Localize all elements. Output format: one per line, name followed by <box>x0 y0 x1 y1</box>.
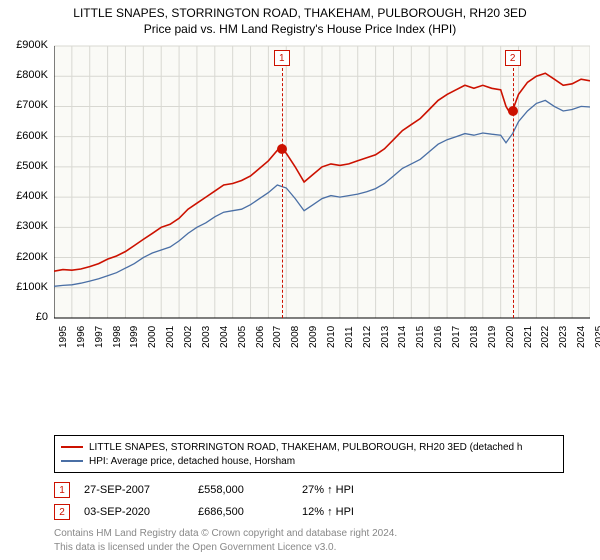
x-tick-label: 1998 <box>112 326 123 348</box>
legend-box: LITTLE SNAPES, STORRINGTON ROAD, THAKEHA… <box>54 435 564 473</box>
legend-label-1: LITTLE SNAPES, STORRINGTON ROAD, THAKEHA… <box>89 442 522 453</box>
footer-line-1: Contains HM Land Registry data © Crown c… <box>54 527 564 541</box>
x-tick-label: 2007 <box>272 326 283 348</box>
chart-area <box>54 42 590 352</box>
x-tick-label: 2008 <box>290 326 301 348</box>
chart-subtitle: Price paid vs. HM Land Registry's House … <box>0 20 600 42</box>
x-tick-label: 2019 <box>487 326 498 348</box>
x-tick-label: 2020 <box>505 326 516 348</box>
y-tick-label: £200K <box>0 251 48 263</box>
x-tick-label: 2005 <box>237 326 248 348</box>
x-tick-label: 1997 <box>94 326 105 348</box>
event-marker-1: 1 <box>54 482 70 498</box>
event-price-1: £558,000 <box>198 484 288 496</box>
y-tick-label: £0 <box>0 311 48 323</box>
x-tick-label: 2010 <box>326 326 337 348</box>
y-tick-label: £400K <box>0 190 48 202</box>
x-tick-label: 2000 <box>147 326 158 348</box>
y-tick-label: £800K <box>0 69 48 81</box>
marker-box: 2 <box>505 50 521 66</box>
chart-svg <box>54 42 590 352</box>
x-tick-label: 2024 <box>576 326 587 348</box>
x-tick-label: 2023 <box>558 326 569 348</box>
x-tick-label: 2004 <box>219 326 230 348</box>
x-tick-label: 1996 <box>76 326 87 348</box>
x-tick-label: 2012 <box>362 326 373 348</box>
event-pct-1: 27% ↑ HPI <box>302 484 402 496</box>
x-tick-label: 2002 <box>183 326 194 348</box>
x-tick-label: 2011 <box>344 326 355 348</box>
x-tick-label: 2001 <box>165 326 176 348</box>
legend-label-2: HPI: Average price, detached house, Hors… <box>89 456 295 467</box>
page-container: LITTLE SNAPES, STORRINGTON ROAD, THAKEHA… <box>0 0 600 560</box>
y-tick-label: £300K <box>0 220 48 232</box>
event-date-2: 03-SEP-2020 <box>84 506 184 518</box>
legend-row-1: LITTLE SNAPES, STORRINGTON ROAD, THAKEHA… <box>61 440 557 454</box>
marker-box: 1 <box>274 50 290 66</box>
y-tick-label: £100K <box>0 281 48 293</box>
x-tick-label: 2016 <box>433 326 444 348</box>
x-tick-label: 2014 <box>397 326 408 348</box>
legend-swatch-2 <box>61 460 83 462</box>
x-tick-label: 2022 <box>540 326 551 348</box>
x-tick-label: 2009 <box>308 326 319 348</box>
footer: Contains HM Land Registry data © Crown c… <box>54 527 564 554</box>
x-tick-label: 2017 <box>451 326 462 348</box>
event-marker-2: 2 <box>54 504 70 520</box>
x-tick-label: 1999 <box>129 326 140 348</box>
x-tick-label: 2006 <box>255 326 266 348</box>
event-row-2: 2 03-SEP-2020 £686,500 12% ↑ HPI <box>54 501 564 523</box>
x-tick-label: 2003 <box>201 326 212 348</box>
x-tick-label: 2015 <box>415 326 426 348</box>
event-pct-2: 12% ↑ HPI <box>302 506 402 518</box>
y-tick-label: £700K <box>0 99 48 111</box>
y-tick-label: £900K <box>0 39 48 51</box>
chart-wrap: £0 £100K £200K £300K £400K £500K £600K £700K £80… <box>0 42 600 429</box>
x-tick-label: 2018 <box>469 326 480 348</box>
y-tick-label: £500K <box>0 160 48 172</box>
chart-title: LITTLE SNAPES, STORRINGTON ROAD, THAKEHA… <box>0 0 600 20</box>
x-tick-label: 1995 <box>58 326 69 348</box>
x-tick-label: 2025 <box>594 326 600 348</box>
marker-dot <box>508 106 518 116</box>
marker-dot <box>277 144 287 154</box>
legend-swatch-1 <box>61 446 83 448</box>
event-price-2: £686,500 <box>198 506 288 518</box>
event-row-1: 1 27-SEP-2007 £558,000 27% ↑ HPI <box>54 479 564 501</box>
legend-row-2: HPI: Average price, detached house, Hors… <box>61 454 557 468</box>
footer-line-2: This data is licensed under the Open Gov… <box>54 541 564 555</box>
events-table: 1 27-SEP-2007 £558,000 27% ↑ HPI 2 03-SE… <box>54 479 564 523</box>
y-tick-label: £600K <box>0 130 48 142</box>
x-tick-label: 2013 <box>380 326 391 348</box>
x-tick-label: 2021 <box>523 326 534 348</box>
event-date-1: 27-SEP-2007 <box>84 484 184 496</box>
marker-line <box>282 68 283 318</box>
